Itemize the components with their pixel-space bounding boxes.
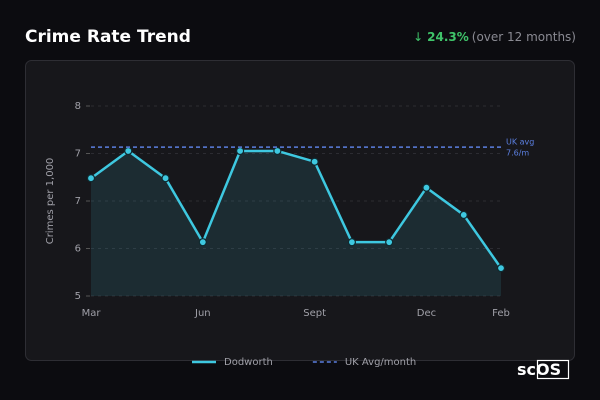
legend-label: UK Avg/month <box>345 357 416 368</box>
watermark-box <box>536 359 570 380</box>
x-tick-label: Jun <box>194 308 211 319</box>
data-point <box>310 157 319 166</box>
y-tick-label: 6 <box>75 244 81 255</box>
change-arrow: ↓ <box>413 30 423 44</box>
x-tick-label: Sept <box>303 308 326 319</box>
change-summary: ↓ 24.3% (over 12 months) <box>413 30 576 44</box>
y-tick-label: 7 <box>75 196 81 207</box>
reference-annotation: 7.6/m <box>506 149 529 158</box>
data-point <box>124 146 133 156</box>
x-tick-label: Dec <box>417 308 436 319</box>
data-point <box>161 174 170 183</box>
watermark-right: OS <box>536 360 561 379</box>
data-point <box>86 174 96 183</box>
data-point <box>273 146 282 156</box>
area <box>91 150 501 296</box>
y-tick-label: 8 <box>75 101 81 112</box>
plot: 5 6 7 7 8 Mar Jun Sept Dec Feb UK avg 7.6/m <box>75 101 535 319</box>
y-axis-label: Crimes per 1,000 <box>45 158 56 245</box>
change-period: (over 12 months) <box>472 30 576 44</box>
data-point <box>385 238 394 247</box>
data-point <box>422 183 431 192</box>
legend-label: Dodworth <box>224 357 273 368</box>
data-point <box>235 146 245 156</box>
x-tick-label: Feb <box>492 308 510 319</box>
data-point <box>347 238 357 247</box>
y-tick-label: 5 <box>75 291 81 302</box>
series-line <box>90 149 503 269</box>
chart-card <box>25 60 575 361</box>
reference-annotation: UK avg <box>506 138 534 147</box>
y-tick-label: 7 <box>75 149 81 160</box>
x-tick-label: Mar <box>82 308 102 319</box>
watermark: scOS <box>517 360 561 379</box>
data-point <box>496 264 506 273</box>
data-point <box>198 238 207 247</box>
watermark-left: sc <box>517 360 536 379</box>
legend: Dodworth UK Avg/month <box>192 357 416 368</box>
data-point <box>459 210 468 220</box>
change-value: 24.3% <box>427 30 469 44</box>
card-title: Crime Rate Trend <box>25 27 191 47</box>
